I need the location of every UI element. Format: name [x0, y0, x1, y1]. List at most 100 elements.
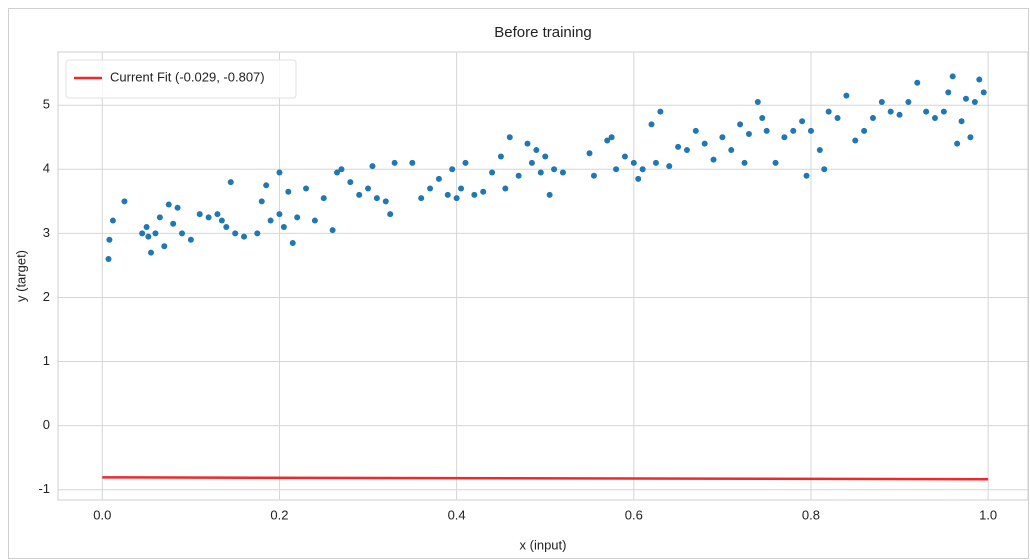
- scatter-point: [218, 217, 225, 224]
- scatter-point: [604, 137, 611, 144]
- scatter-point: [954, 140, 961, 147]
- scatter-point: [648, 121, 655, 128]
- scatter-point: [621, 153, 628, 160]
- scatter-point: [106, 236, 113, 243]
- y-tick-label: 5: [43, 97, 50, 112]
- scatter-point: [533, 147, 540, 154]
- scatter-point: [542, 153, 549, 160]
- scatter-point: [692, 127, 699, 134]
- x-tick-label: 0.8: [802, 507, 820, 522]
- scatter-point: [905, 98, 912, 105]
- scatter-point: [391, 159, 398, 166]
- scatter-point: [914, 79, 921, 86]
- legend-box: [65, 59, 297, 99]
- scatter-point: [962, 95, 969, 102]
- scatter-point: [285, 188, 292, 195]
- scatter-point: [737, 121, 744, 128]
- scatter-point: [320, 195, 327, 202]
- scatter-point: [657, 108, 664, 115]
- scatter-point: [489, 169, 496, 176]
- scatter-point: [497, 153, 504, 160]
- scatter-point: [276, 169, 283, 176]
- scatter-point: [105, 256, 112, 263]
- scatter-point: [387, 211, 394, 218]
- scatter-point: [165, 201, 172, 208]
- scatter-point: [121, 198, 128, 205]
- scatter-point: [329, 227, 336, 234]
- scatter-point: [289, 239, 296, 246]
- scatter-point: [148, 249, 155, 256]
- scatter-point: [958, 118, 965, 125]
- scatter-point: [639, 166, 646, 173]
- scatter-point: [174, 204, 181, 211]
- legend-label: Current Fit (-0.029, -0.807): [110, 69, 265, 84]
- scatter-point: [666, 163, 673, 170]
- scatter-point: [515, 172, 522, 179]
- y-axis-label: y (target): [13, 250, 28, 302]
- scatter-point: [254, 230, 261, 237]
- scatter-point: [976, 76, 983, 83]
- scatter-point: [803, 172, 810, 179]
- scatter-point: [311, 217, 318, 224]
- scatter-point: [546, 191, 553, 198]
- scatter-point: [728, 147, 735, 154]
- scatter-point: [537, 169, 544, 176]
- scatter-point: [821, 166, 828, 173]
- scatter-point: [869, 115, 876, 122]
- scatter-point: [834, 115, 841, 122]
- scatter-point: [418, 195, 425, 202]
- scatter-point: [480, 188, 487, 195]
- scatter-point: [365, 185, 372, 192]
- scatter-point: [258, 198, 265, 205]
- chart-title: Before training: [494, 24, 592, 41]
- x-tick-label: 0.0: [93, 507, 111, 522]
- scatter-point: [276, 211, 283, 218]
- scatter-point: [949, 73, 956, 80]
- scatter-point: [458, 185, 465, 192]
- scatter-point: [156, 214, 163, 221]
- scatter-point: [630, 159, 637, 166]
- scatter-point: [807, 127, 814, 134]
- scatter-point: [790, 127, 797, 134]
- scatter-point: [196, 211, 203, 218]
- scatter-point: [280, 223, 287, 230]
- scatter-point: [356, 191, 363, 198]
- scatter-point: [931, 115, 938, 122]
- scatter-point: [145, 233, 152, 240]
- scatter-point: [409, 159, 416, 166]
- scatter-point: [334, 169, 341, 176]
- scatter-point: [781, 134, 788, 141]
- scatter-point: [940, 108, 947, 115]
- scatter-point: [462, 159, 469, 166]
- scatter-point: [373, 195, 380, 202]
- scatter-point: [223, 223, 230, 230]
- scatter-point: [347, 179, 354, 186]
- y-tick-label: 4: [43, 161, 50, 176]
- scatter-point: [635, 175, 642, 182]
- x-tick-label: 1.0: [979, 507, 997, 522]
- y-tick-label: 0: [43, 417, 50, 432]
- scatter-point: [741, 159, 748, 166]
- x-axis-label: x (input): [520, 537, 567, 552]
- scatter-point: [263, 182, 270, 189]
- scatter-point: [471, 191, 478, 198]
- scatter-point: [444, 191, 451, 198]
- scatter-point: [449, 166, 456, 173]
- fit-line: [102, 476, 989, 481]
- scatter-point: [980, 89, 987, 96]
- scatter-point: [608, 134, 615, 141]
- scatter-point: [923, 108, 930, 115]
- scatter-point: [232, 230, 239, 237]
- scatter-point: [179, 230, 186, 237]
- scatter-point: [613, 166, 620, 173]
- scatter-point: [205, 214, 212, 221]
- scatter-point: [241, 233, 248, 240]
- scatter-point: [214, 211, 221, 218]
- scatter-point: [852, 137, 859, 144]
- scatter-point: [506, 134, 513, 141]
- scatter-point: [772, 159, 779, 166]
- scatter-point: [143, 223, 150, 230]
- scatter-point: [528, 159, 535, 166]
- scatter-point: [267, 217, 274, 224]
